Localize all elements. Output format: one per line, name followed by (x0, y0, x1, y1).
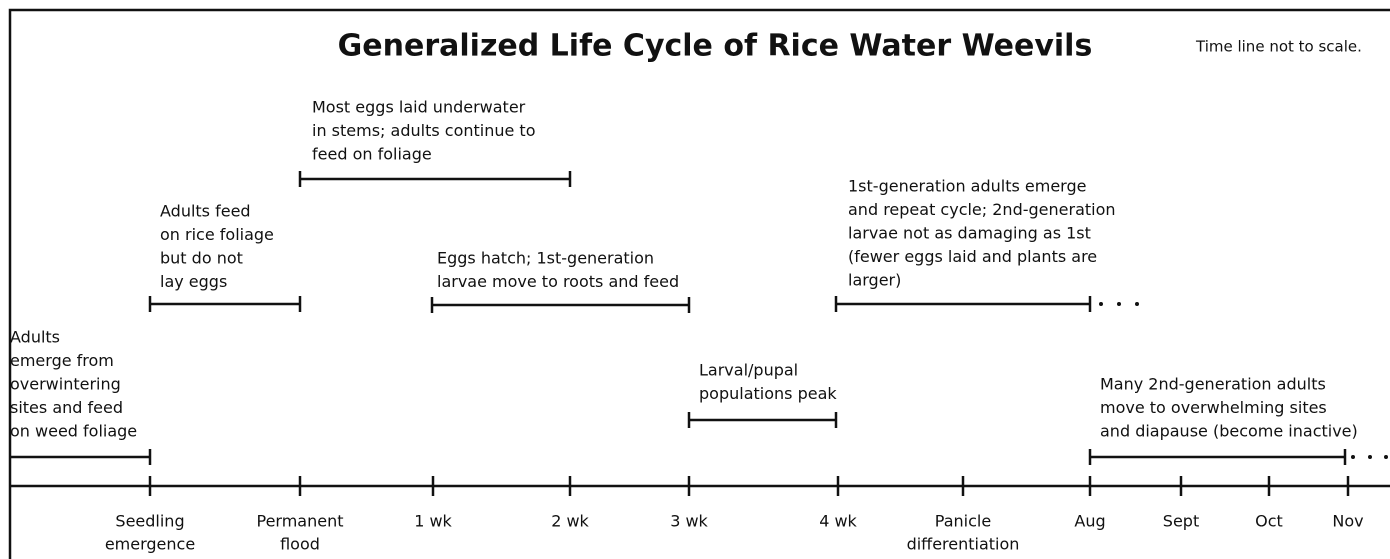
event-text: and diapause (become inactive) (1100, 422, 1358, 441)
event-text: 1st-generation adults emerge (848, 177, 1086, 196)
event-text: larger) (848, 271, 901, 290)
timeline-label: 3 wk (670, 512, 708, 531)
event-text: larvae not as damaging as 1st (848, 224, 1091, 243)
event-text: lay eggs (160, 272, 227, 291)
frame (8, 8, 1390, 559)
timeline-label: Panicle (935, 512, 991, 531)
timeline-label: emergence (105, 535, 195, 554)
continuation-dots (1099, 302, 1388, 459)
event-text: Eggs hatch; 1st-generation (437, 249, 654, 268)
timeline-label: Oct (1255, 512, 1283, 531)
event-text: on weed foliage (10, 422, 137, 441)
timeline-label: Sept (1163, 512, 1199, 531)
event-text: on rice foliage (160, 225, 274, 244)
event-text: Adults feed (160, 202, 251, 221)
event-text: but do not (160, 249, 243, 268)
event-text: overwintering (10, 375, 121, 394)
event-text: and repeat cycle; 2nd-generation (848, 200, 1116, 219)
event-text: populations peak (699, 384, 837, 403)
event-text: Adults (10, 328, 60, 347)
event-text: move to overwhelming sites (1100, 398, 1327, 417)
timeline-label: Permanent (256, 512, 343, 531)
event-text: in stems; adults continue to (312, 121, 535, 140)
timeline-label: flood (280, 535, 320, 554)
event-text: emerge from (10, 351, 114, 370)
event-text: larvae move to roots and feed (437, 272, 679, 291)
timeline-label: 2 wk (551, 512, 589, 531)
timeline-label: 1 wk (414, 512, 452, 531)
event-text: (fewer eggs laid and plants are (848, 247, 1097, 266)
event-text: Most eggs laid underwater (312, 98, 526, 117)
event-text: sites and feed (10, 398, 123, 417)
timeline-label: differentiation (907, 535, 1020, 554)
event-text: Many 2nd-generation adults (1100, 375, 1326, 394)
event-text: feed on foliage (312, 145, 432, 164)
timeline-label: Seedling (115, 512, 184, 531)
timeline-label: 4 wk (819, 512, 857, 531)
event-text: Larval/pupal (699, 361, 798, 380)
title: Generalized Life Cycle of Rice Water Wee… (338, 29, 1093, 64)
timeline-label: Nov (1332, 512, 1363, 531)
timeline-label: Aug (1074, 512, 1105, 531)
note: Time line not to scale. (1195, 38, 1362, 56)
